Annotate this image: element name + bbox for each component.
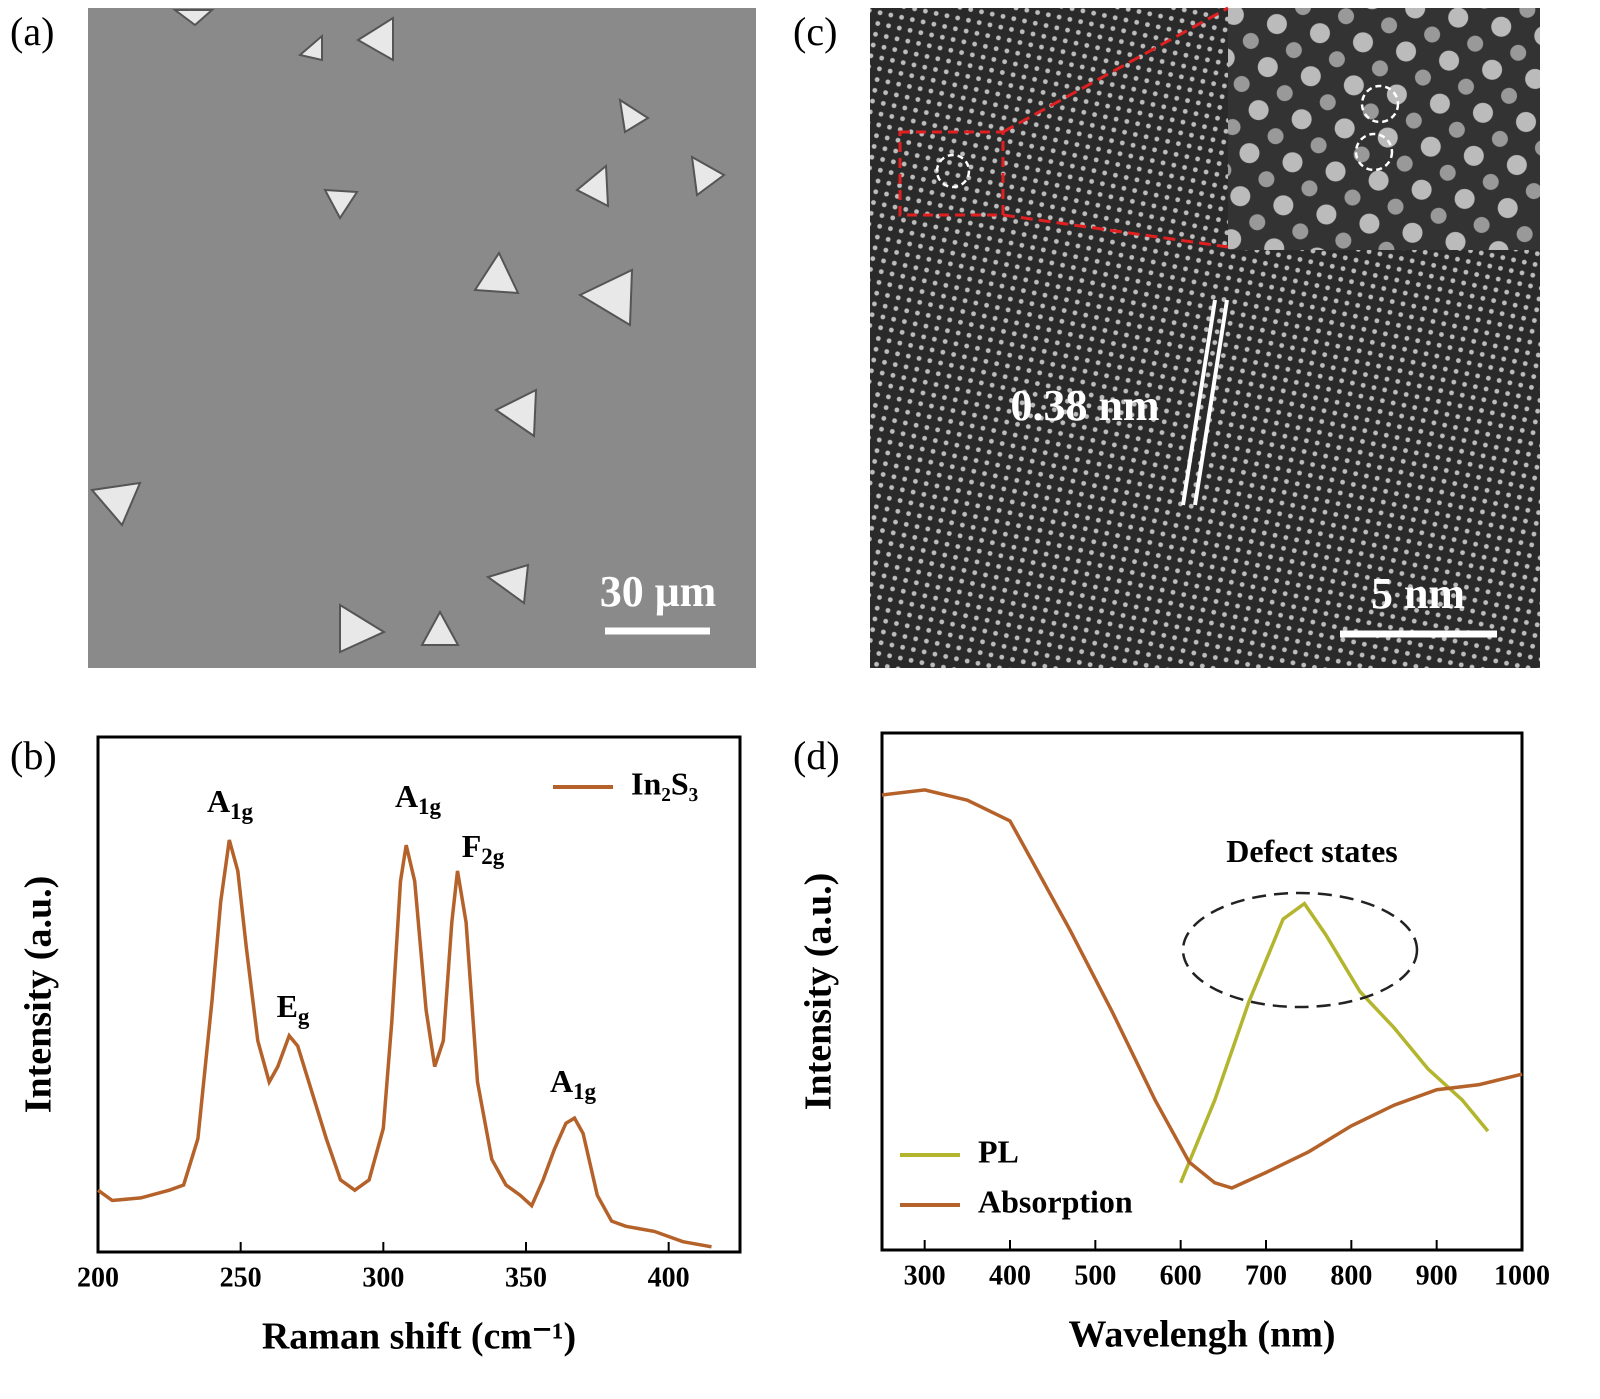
- annotation-text: A: [395, 778, 418, 814]
- annotation-text: E: [277, 988, 298, 1024]
- annotation: Eg: [277, 988, 310, 1029]
- plot-frame: [96, 735, 742, 1254]
- x-axis-label: Wavelengh (nm): [1068, 1314, 1335, 1356]
- x-tick-label: 400: [989, 1260, 1031, 1291]
- x-tick-label: 350: [505, 1262, 547, 1293]
- annotation-text: F: [462, 828, 482, 864]
- series-line: [1179, 901, 1490, 1184]
- panel-label: (c): [793, 9, 837, 54]
- annotation-subscript: g: [298, 1004, 310, 1029]
- x-tick-label: 500: [1074, 1260, 1116, 1291]
- scale-bar-label: 30 μm: [600, 567, 717, 616]
- series-line: [881, 788, 1523, 1190]
- lattice-spacing: 0.38 nm: [1010, 381, 1159, 430]
- legend-label: Absorption: [978, 1183, 1133, 1219]
- annotation-text: A: [550, 1063, 573, 1099]
- legend-label: In₂S₃: [631, 765, 698, 801]
- annotation-subscript: 1g: [573, 1079, 597, 1104]
- x-tick-label: 1000: [1494, 1260, 1550, 1291]
- panel-label: (d): [793, 733, 840, 778]
- annotation-subscript: 1g: [230, 799, 254, 824]
- annotation: A1g: [207, 783, 254, 824]
- series-line: [96, 839, 712, 1249]
- annotation: A1g: [395, 778, 442, 819]
- annotation: Defect states: [1226, 833, 1397, 869]
- x-tick-label: 400: [648, 1262, 690, 1293]
- x-tick-label: 900: [1416, 1260, 1458, 1291]
- x-tick-label: 300: [362, 1262, 404, 1293]
- plot-frame: [880, 731, 1524, 1252]
- annotation: A1g: [550, 1063, 597, 1104]
- y-axis-label: Intensity (a.u.): [798, 873, 840, 1111]
- annotation-subscript: 1g: [418, 794, 442, 819]
- annotation-subscript: 2g: [481, 844, 505, 869]
- annotation-text: A: [207, 783, 230, 819]
- scale-bar-label: 5 nm: [1371, 569, 1465, 618]
- x-tick-label: 700: [1245, 1260, 1287, 1291]
- panel-label: (a): [10, 9, 54, 54]
- highlight-ellipse: [1181, 891, 1419, 1009]
- x-tick-label: 200: [77, 1262, 119, 1293]
- y-axis-label: Intensity (a.u.): [18, 876, 60, 1114]
- x-tick-label: 800: [1330, 1260, 1372, 1291]
- x-axis-label: Raman shift (cm⁻¹): [262, 1316, 576, 1358]
- panel-label: (b): [10, 733, 57, 778]
- annotation-text: Defect states: [1226, 833, 1397, 869]
- optical-image: [88, 8, 756, 668]
- x-tick-label: 250: [220, 1262, 262, 1293]
- legend-label: PL: [978, 1133, 1019, 1169]
- x-tick-label: 600: [1160, 1260, 1202, 1291]
- tem-image: [870, 6, 1540, 668]
- annotation: F2g: [462, 828, 505, 869]
- x-tick-label: 300: [904, 1260, 946, 1291]
